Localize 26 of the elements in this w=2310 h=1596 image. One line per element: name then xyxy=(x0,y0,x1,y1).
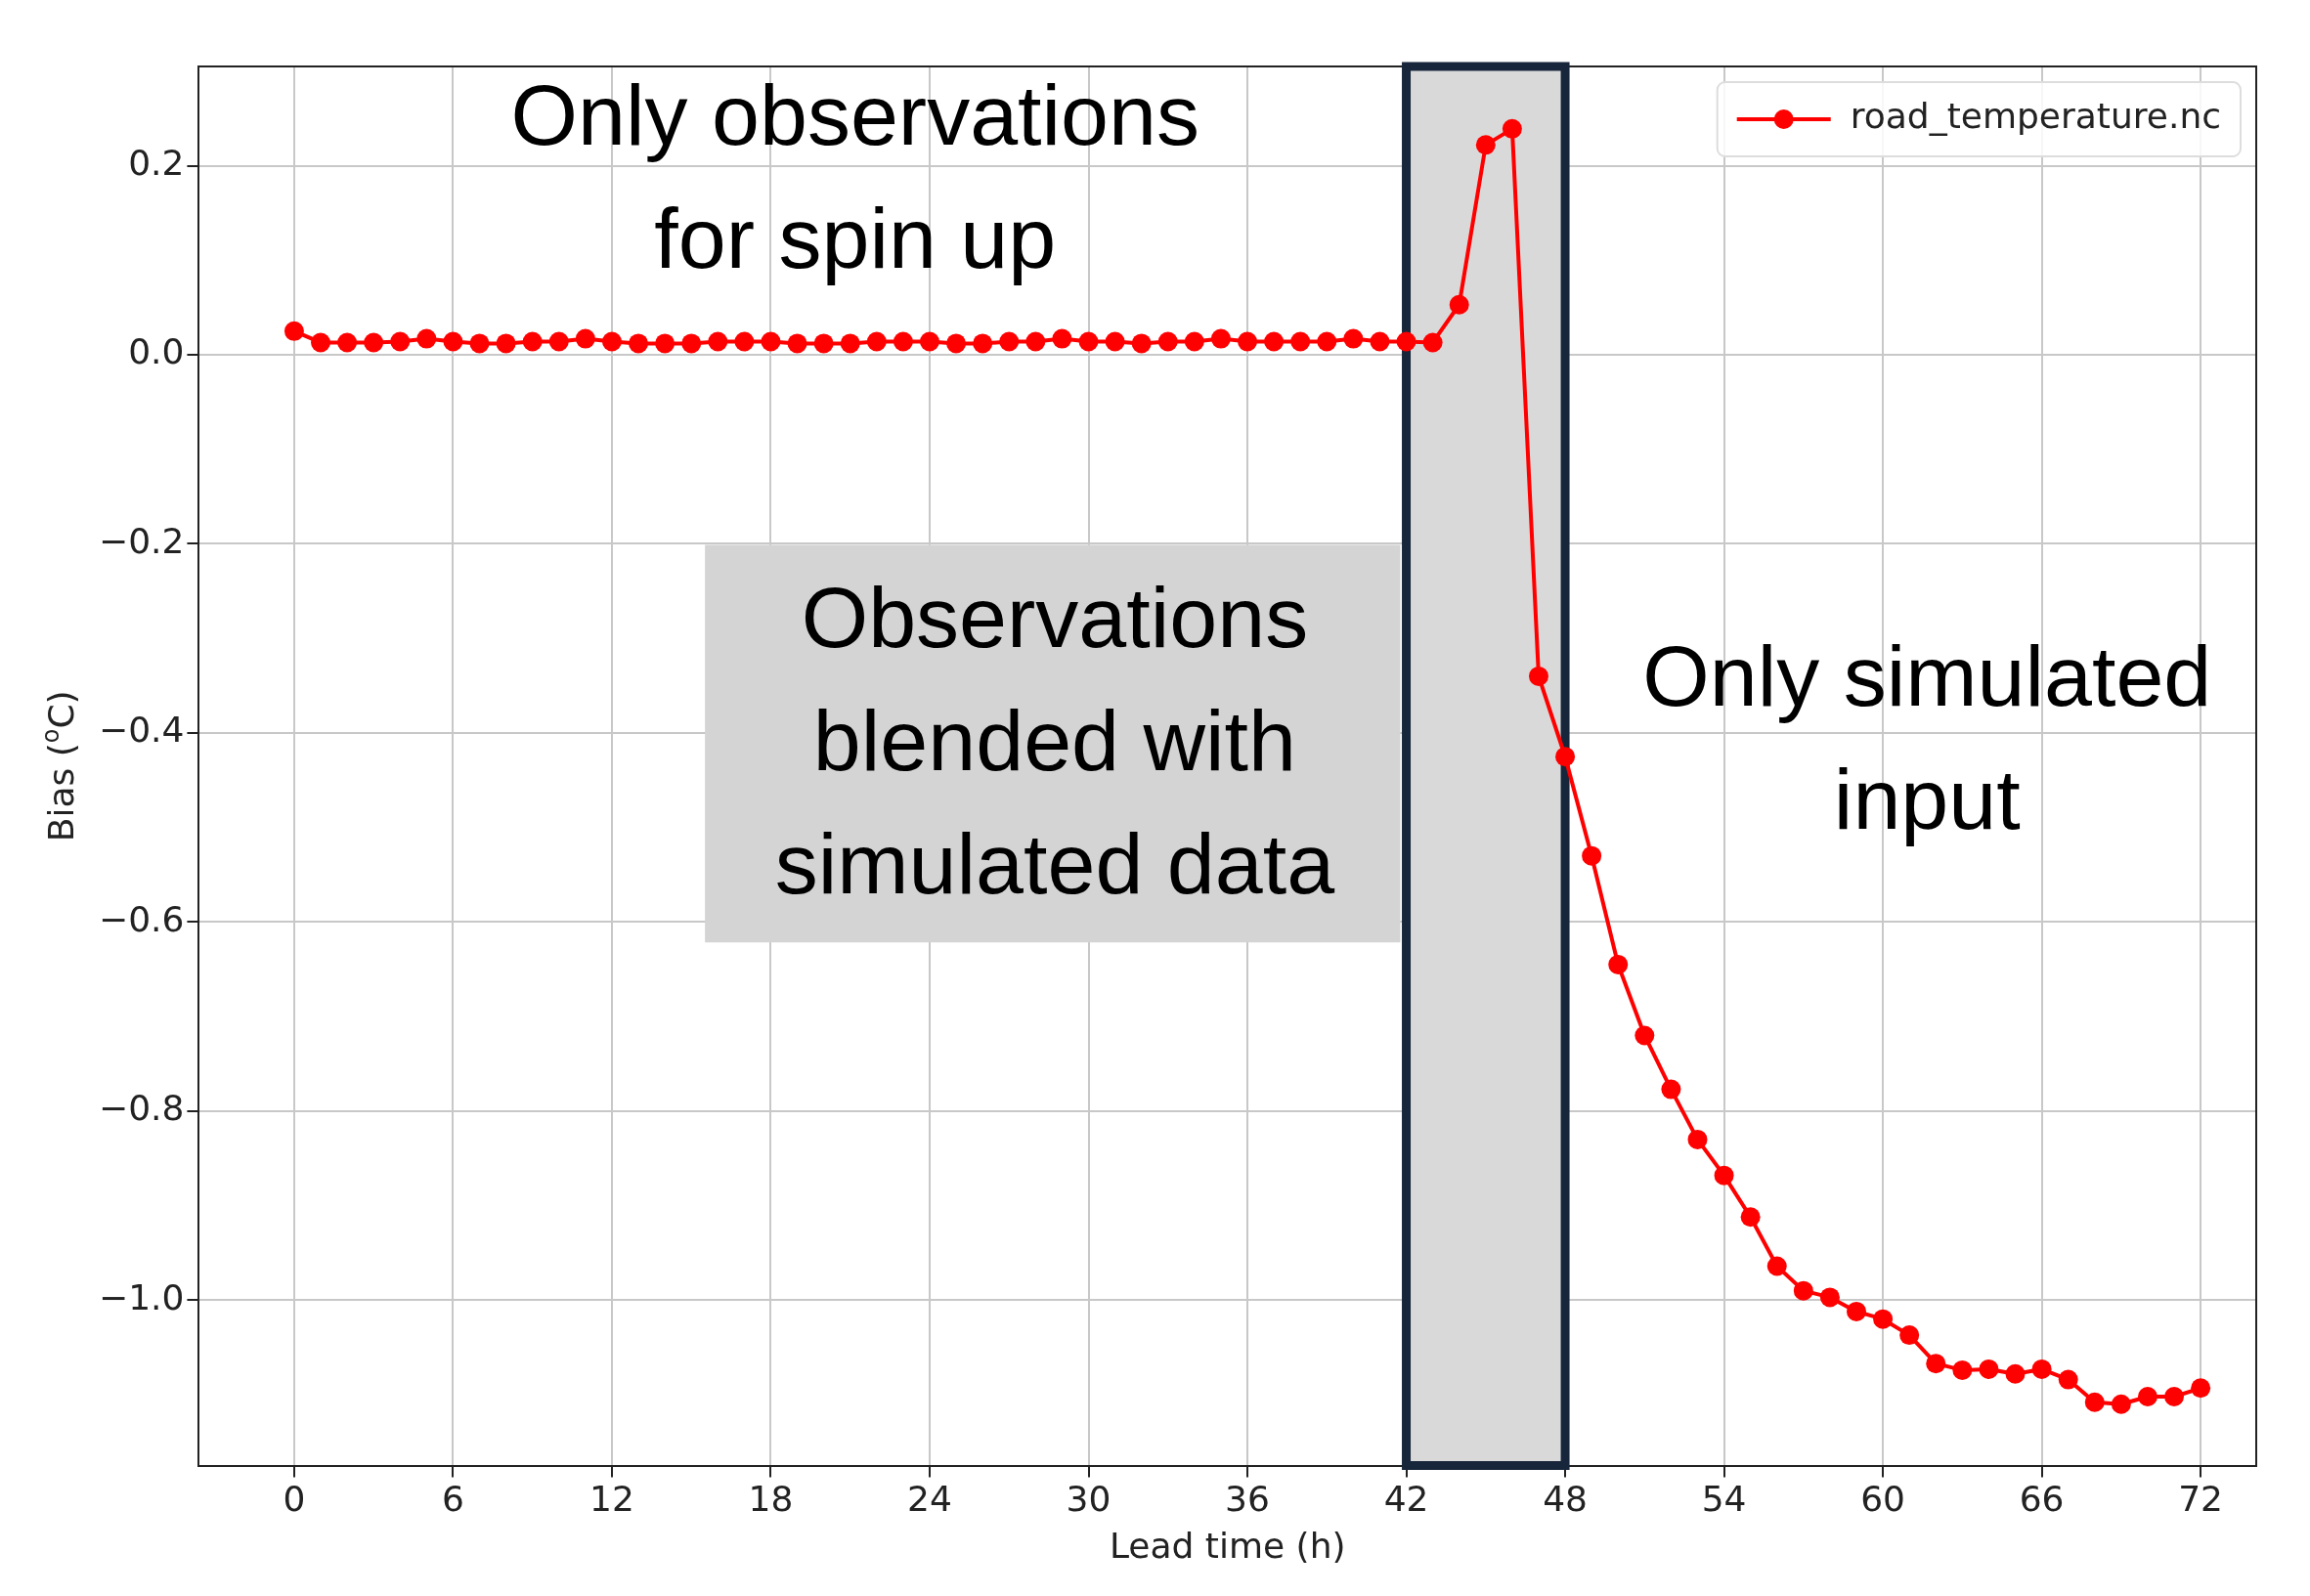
x-tick-label: 60 xyxy=(1860,1478,1905,1519)
x-tick-label: 30 xyxy=(1066,1478,1111,1519)
x-tick-label: 12 xyxy=(589,1478,634,1519)
annotation: Only observations for spin up xyxy=(510,66,1199,287)
y-axis-title: Bias (oC) xyxy=(37,690,82,842)
x-tick-label: 18 xyxy=(748,1478,794,1519)
x-tick-label: 42 xyxy=(1383,1478,1429,1519)
x-tick-label: 48 xyxy=(1543,1478,1588,1519)
x-tick-label: 0 xyxy=(283,1478,306,1519)
legend-label: road_temperature.nc xyxy=(1850,96,2222,137)
x-tick-label: 6 xyxy=(441,1478,464,1519)
x-tick-label: 72 xyxy=(2178,1478,2224,1519)
y-tick-label: −0.2 xyxy=(98,520,185,561)
x-tick-label: 24 xyxy=(907,1478,952,1519)
annotation: Only simulated input xyxy=(1642,627,2212,848)
y-tick-label: −0.8 xyxy=(98,1088,185,1129)
x-tick-label: 54 xyxy=(1701,1478,1747,1519)
y-tick-label: −0.4 xyxy=(98,710,185,751)
y-tick-label: 0.2 xyxy=(128,142,185,183)
x-tick-label: 36 xyxy=(1225,1478,1270,1519)
x-tick-label: 66 xyxy=(2019,1478,2065,1519)
x-axis-title: Lead time (h) xyxy=(1109,1525,1346,1566)
y-tick-label: −1.0 xyxy=(98,1276,185,1317)
y-tick-label: 0.0 xyxy=(128,331,185,372)
y-tick-label: −0.6 xyxy=(98,898,185,939)
annotation: Observations blended with simulated data xyxy=(774,569,1335,913)
